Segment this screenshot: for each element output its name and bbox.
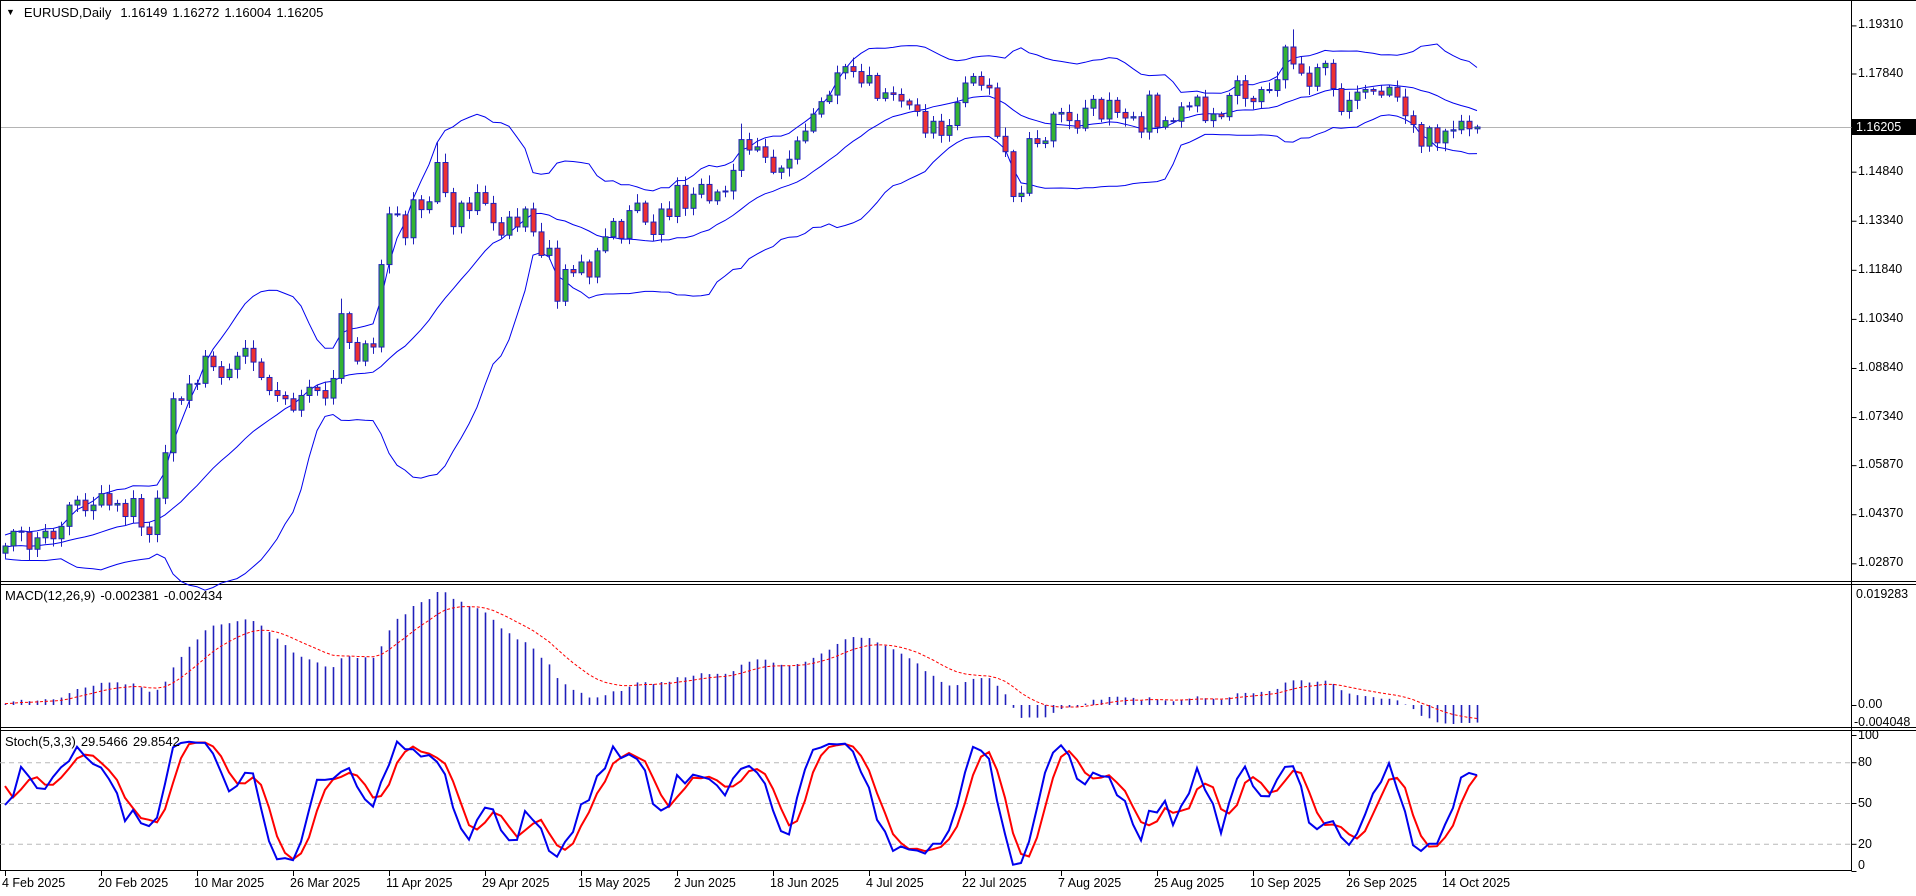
stoch-label-overlay: Stoch(5,3,3) 29.5466 29.8542 (5, 734, 180, 749)
macd-value-main: -0.002381 (100, 588, 159, 603)
ohlc-low: 1.16004 (224, 5, 272, 20)
time-axis-label: 26 Mar 2025 (290, 876, 361, 890)
time-axis-label: 4 Jul 2025 (866, 876, 924, 890)
time-axis-label: 10 Mar 2025 (194, 876, 265, 890)
stochastic-indicator (4, 739, 1478, 866)
stoch-title: Stoch(5,3,3) (5, 734, 76, 749)
ohlc-open: 1.16149 (120, 5, 168, 20)
macd-axis-zero-label: 0.00 (1858, 697, 1883, 711)
macd-indicator (4, 592, 1479, 724)
time-axis-label: 15 May 2025 (578, 876, 651, 890)
price-axis-label: 1.14840 (1858, 164, 1904, 178)
time-axis-label: 25 Aug 2025 (1154, 876, 1225, 890)
ohlc-high: 1.16272 (172, 5, 220, 20)
time-axis-label: 7 Aug 2025 (1058, 876, 1122, 890)
price-axis-label: 1.17840 (1858, 66, 1904, 80)
stoch-axis-label: 100 (1858, 728, 1879, 742)
stoch-axis-label: 80 (1858, 755, 1872, 769)
symbol-period-label: EURUSD,Daily (23, 5, 112, 20)
chart-ohlc-dropdown-icon[interactable]: ▼ (6, 7, 15, 17)
time-axis-label: 29 Apr 2025 (482, 876, 550, 890)
macd-axis-min-label: -0.004048 (1854, 715, 1911, 729)
current-price-badge: 1.16205 (1852, 119, 1916, 135)
macd-title: MACD(12,26,9) (5, 588, 96, 603)
candlestick-series (2, 29, 1481, 561)
stoch-axis-label: 0 (1858, 858, 1865, 872)
price-axis-label: 1.10340 (1858, 311, 1904, 325)
time-axis-label: 22 Jul 2025 (962, 876, 1027, 890)
time-axis-label: 2 Jun 2025 (674, 876, 736, 890)
macd-label-overlay: MACD(12,26,9) -0.002381 -0.002434 (5, 588, 222, 603)
stoch-value-main: 29.5466 (80, 734, 128, 749)
price-axis-label: 1.07340 (1858, 409, 1904, 423)
macd-axis-max-label: 0.019283 (1856, 587, 1909, 601)
price-axis-label: 1.05870 (1858, 457, 1904, 471)
price-axis-label: 1.02870 (1858, 555, 1904, 569)
time-axis-label: 20 Feb 2025 (98, 876, 169, 890)
price-axis-label: 1.04370 (1858, 506, 1904, 520)
time-axis-label: 18 Jun 2025 (770, 876, 839, 890)
macd-value-signal: -0.002434 (163, 588, 223, 603)
chart-title-overlay: ▼ EURUSD,Daily 1.16149 1.16272 1.16004 1.1620… (6, 5, 323, 20)
stoch-axis-label: 20 (1858, 837, 1872, 851)
stoch-axis-label: 50 (1858, 796, 1872, 810)
price-axis-label: 1.19310 (1858, 17, 1904, 31)
time-axis-label: 14 Oct 2025 (1442, 876, 1511, 890)
price-axis-label: 1.13340 (1858, 213, 1904, 227)
ohlc-close: 1.16205 (276, 5, 324, 20)
price-axis-label: 1.11840 (1858, 262, 1903, 276)
time-axis-label: 10 Sep 2025 (1250, 876, 1321, 890)
chart-frame (0, 0, 1916, 876)
time-axis-label: 4 Feb 2025 (2, 876, 66, 890)
price-axis-label: 1.08840 (1858, 360, 1904, 374)
time-axis-label: 26 Sep 2025 (1346, 876, 1417, 890)
stoch-value-signal: 29.8542 (132, 734, 180, 749)
time-axis-label: 11 Apr 2025 (386, 876, 453, 890)
